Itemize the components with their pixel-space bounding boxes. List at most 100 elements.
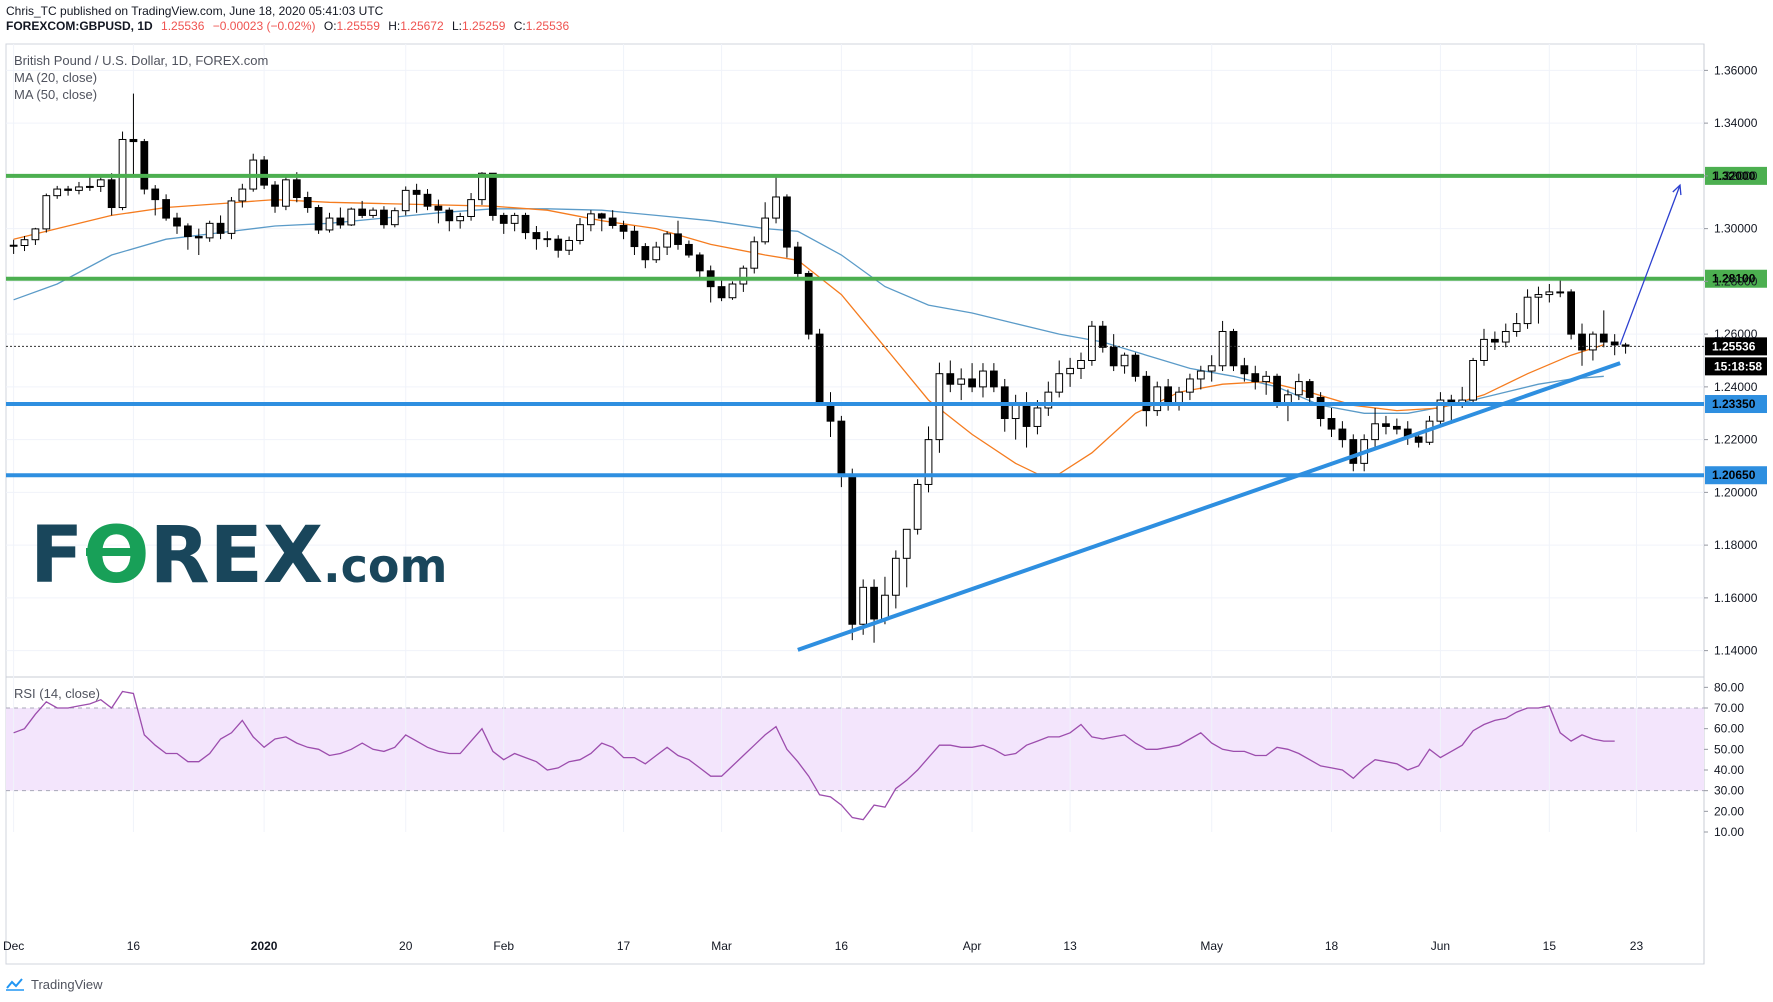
candle[interactable]	[151, 185, 160, 216]
candle[interactable]	[543, 231, 552, 248]
candle[interactable]	[728, 281, 737, 300]
candle[interactable]	[216, 215, 225, 240]
candle[interactable]	[1142, 371, 1151, 427]
candle[interactable]	[804, 270, 813, 340]
candle[interactable]	[282, 175, 290, 211]
candle[interactable]	[891, 550, 900, 609]
candle[interactable]	[1240, 357, 1249, 382]
candle[interactable]	[1392, 418, 1401, 435]
candle[interactable]	[1098, 320, 1107, 353]
candle[interactable]	[641, 243, 650, 269]
candle[interactable]	[1599, 310, 1608, 348]
rsi-legend[interactable]: RSI (14, close)	[14, 686, 100, 701]
candle[interactable]	[369, 207, 377, 219]
candle[interactable]	[173, 212, 181, 234]
candle[interactable]	[608, 210, 617, 229]
candle[interactable]	[1251, 365, 1260, 390]
candle[interactable]	[946, 360, 955, 393]
candle[interactable]	[1589, 331, 1597, 361]
candle[interactable]	[1109, 334, 1118, 372]
projection-arrow-shaft[interactable]	[1619, 184, 1681, 345]
candle[interactable]	[685, 240, 693, 258]
candle[interactable]	[619, 220, 628, 240]
candle[interactable]	[1196, 365, 1205, 390]
candle[interactable]	[184, 223, 192, 250]
candle[interactable]	[706, 265, 715, 303]
candle[interactable]	[1534, 286, 1543, 324]
candle[interactable]	[499, 212, 508, 234]
candle[interactable]	[227, 196, 236, 240]
candle[interactable]	[772, 175, 780, 224]
candle[interactable]	[303, 191, 312, 213]
candle[interactable]	[576, 218, 584, 245]
candle[interactable]	[1011, 394, 1020, 440]
candle[interactable]	[53, 185, 62, 199]
candle[interactable]	[1338, 421, 1347, 448]
candle[interactable]	[674, 220, 682, 250]
candle[interactable]	[717, 278, 726, 302]
candle[interactable]	[1480, 328, 1488, 366]
candle[interactable]	[848, 468, 857, 641]
candle[interactable]	[1567, 289, 1575, 340]
candle[interactable]	[652, 241, 661, 263]
candle[interactable]	[1371, 407, 1379, 448]
candle[interactable]	[913, 479, 922, 535]
candle[interactable]	[445, 207, 454, 232]
candle[interactable]	[783, 194, 791, 258]
author-name[interactable]: Chris_TC	[6, 4, 57, 18]
candle[interactable]	[1044, 381, 1053, 416]
candle[interactable]	[935, 362, 944, 453]
candle[interactable]	[140, 138, 149, 195]
candle[interactable]	[521, 212, 530, 240]
candle[interactable]	[107, 173, 116, 216]
candle[interactable]	[358, 200, 367, 219]
candle[interactable]	[968, 363, 976, 393]
candle[interactable]	[989, 363, 998, 393]
candle[interactable]	[96, 177, 105, 192]
candle[interactable]	[663, 231, 671, 255]
candle[interactable]	[761, 202, 770, 245]
candle[interactable]	[271, 181, 279, 213]
candle[interactable]	[325, 212, 334, 233]
ma20-legend[interactable]: MA (20, close)	[14, 70, 97, 85]
candle[interactable]	[423, 189, 432, 211]
candle[interactable]	[1262, 371, 1271, 395]
candle[interactable]	[1294, 373, 1303, 401]
candle[interactable]	[1229, 328, 1238, 372]
candle[interactable]	[902, 528, 911, 588]
candle[interactable]	[1175, 386, 1183, 411]
candle[interactable]	[597, 212, 606, 232]
candle[interactable]	[1469, 357, 1477, 403]
candle[interactable]	[924, 426, 933, 493]
candle[interactable]	[75, 181, 83, 195]
candle[interactable]	[695, 252, 704, 279]
candle[interactable]	[1131, 352, 1140, 382]
candle[interactable]	[1491, 331, 1499, 350]
candle[interactable]	[401, 186, 410, 216]
candle[interactable]	[194, 228, 203, 255]
candle[interactable]	[1436, 392, 1445, 427]
candle[interactable]	[412, 183, 421, 213]
candle[interactable]	[630, 225, 639, 255]
candle[interactable]	[238, 183, 247, 208]
candle[interactable]	[64, 185, 72, 196]
candle[interactable]	[870, 579, 878, 643]
candle[interactable]	[347, 207, 356, 226]
candle[interactable]	[260, 156, 269, 190]
candle[interactable]	[390, 207, 399, 228]
candle[interactable]	[793, 241, 802, 279]
candle[interactable]	[336, 207, 345, 229]
candle[interactable]	[31, 227, 40, 245]
candle[interactable]	[1077, 352, 1085, 379]
candle[interactable]	[162, 194, 170, 221]
candle[interactable]	[1120, 352, 1129, 374]
ascending-trendline[interactable]	[797, 361, 1621, 652]
candle[interactable]	[314, 204, 323, 234]
candle[interactable]	[1382, 415, 1390, 435]
candle[interactable]	[554, 235, 563, 258]
candle[interactable]	[1349, 434, 1358, 472]
candle[interactable]	[1512, 313, 1521, 337]
candle[interactable]	[1153, 381, 1162, 416]
candle[interactable]	[1088, 320, 1096, 366]
